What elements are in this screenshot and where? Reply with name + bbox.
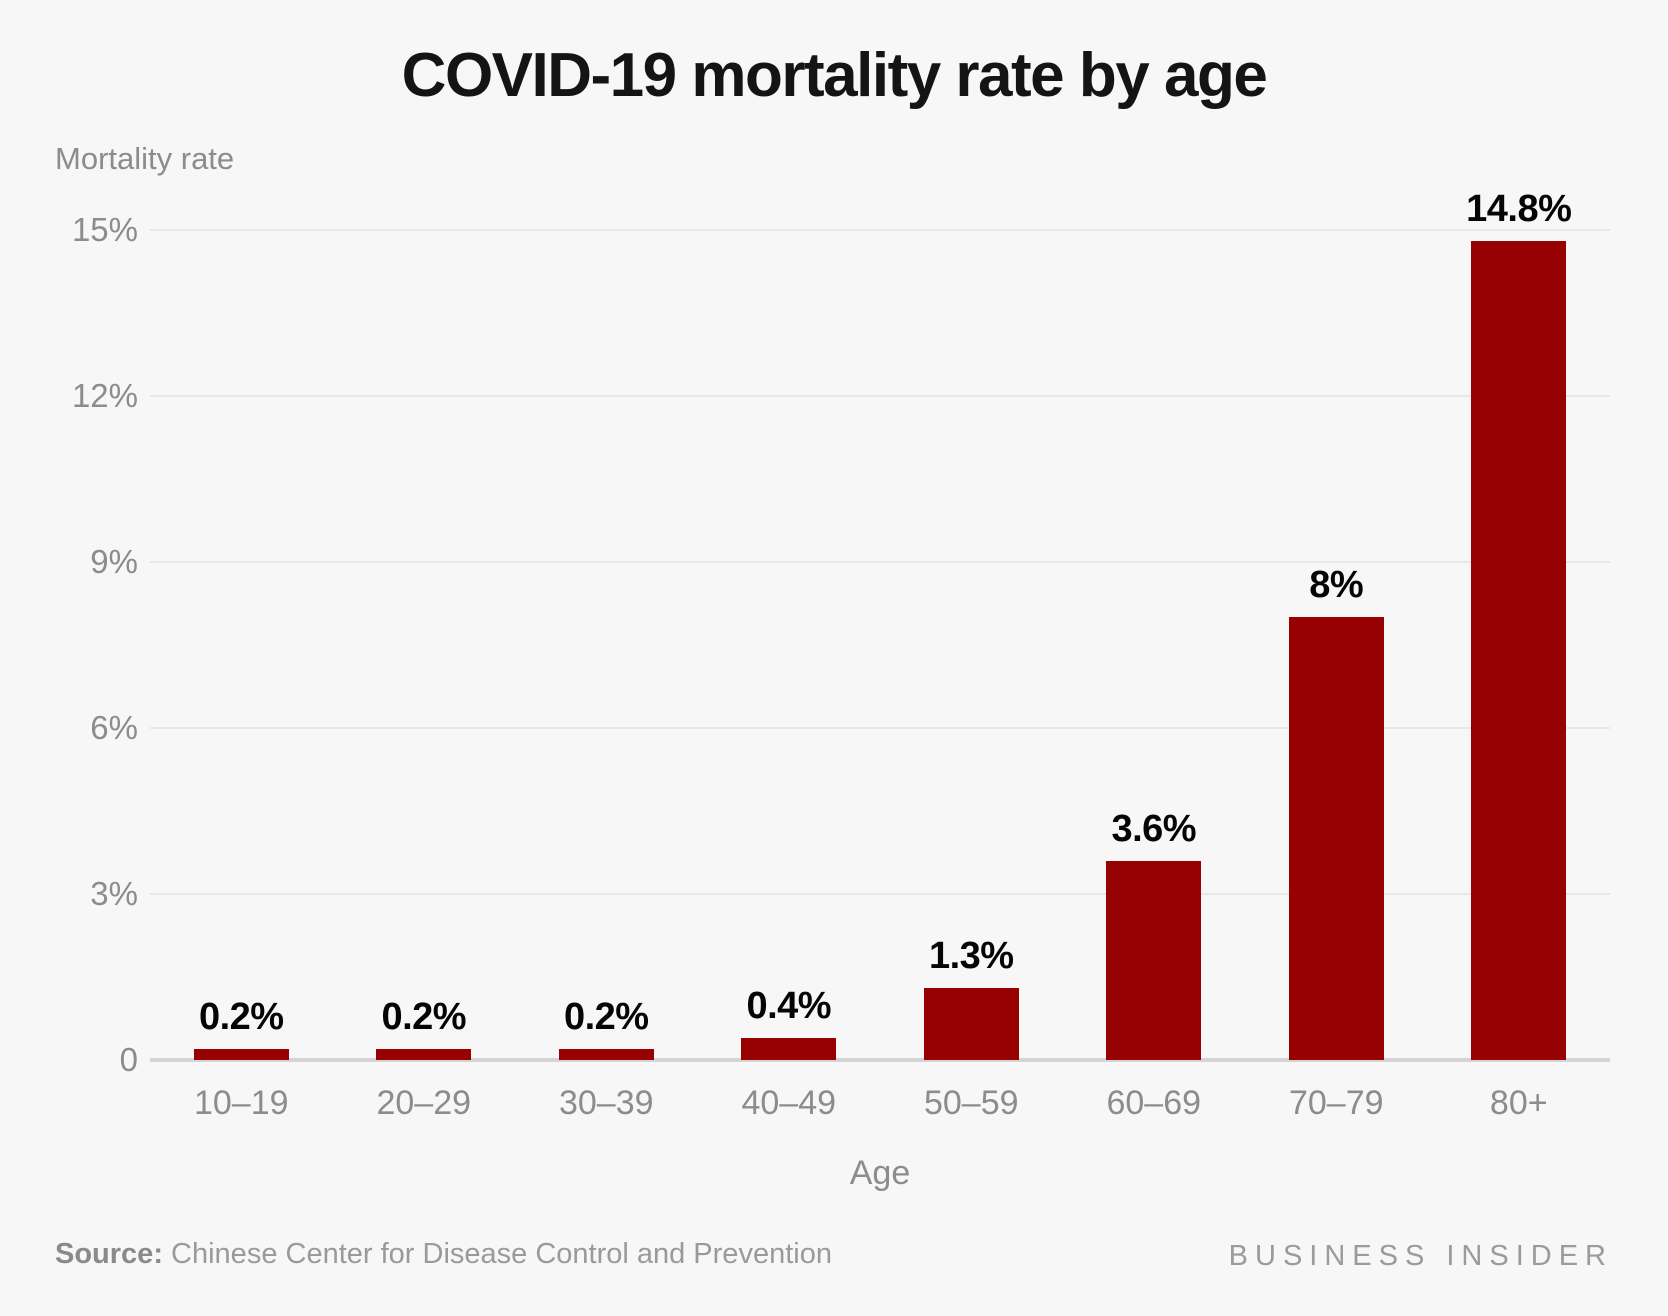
y-axis-tick-labels: 0 3% 6% 9% 12% 15% [30, 211, 138, 1078]
y-axis-title: Mortality rate [55, 141, 235, 176]
gridline [150, 727, 1610, 729]
x-axis-baseline [150, 1058, 1610, 1062]
bar-value-label: 0.2% [198, 995, 284, 1038]
gridline [150, 395, 1610, 397]
bar-value-label: 1.3% [928, 935, 1014, 978]
bar-10–19 [193, 1048, 289, 1060]
bar-20–29 [376, 1048, 472, 1060]
bar-value-label: 8% [1309, 564, 1364, 607]
bar-70–79 [1288, 617, 1384, 1060]
bar-60–69 [1106, 860, 1202, 1060]
bar-value-label: 0.2% [563, 995, 649, 1038]
y-tick-label: 9% [90, 543, 138, 580]
x-tick-label: 80+ [1489, 1084, 1548, 1122]
bar-value-label: 0.2% [381, 995, 467, 1038]
brand-logo: BUSINESS INSIDER [1228, 1240, 1613, 1272]
bar-value-label: 14.8% [1466, 188, 1572, 231]
bar-40–49 [741, 1037, 837, 1060]
bar-value-label: 0.4% [746, 984, 832, 1027]
x-tick-label: 20–29 [376, 1084, 472, 1122]
y-tick-label: 0 [119, 1041, 138, 1078]
x-tick-label: 40–49 [741, 1084, 837, 1122]
bar-value-label: 3.6% [1111, 807, 1197, 850]
x-tick-label: 70–79 [1288, 1084, 1384, 1122]
bar-80+ [1471, 241, 1567, 1060]
plot-area: 0.2% 0.2% 0.2% 0.4% 1.3% 3.6% 8% 14.8% [150, 188, 1610, 1062]
x-axis-title: Age [849, 1154, 911, 1192]
y-tick-label: 15% [71, 211, 138, 248]
gridline [150, 229, 1610, 231]
x-axis-tick-labels: 10–19 20–29 30–39 40–49 50–59 60–69 70–79 80+ [150, 1084, 1610, 1123]
y-tick-label: 3% [90, 875, 138, 912]
source-label: Source: [55, 1238, 163, 1270]
y-tick-label: 12% [71, 377, 138, 414]
x-tick-label: 50–59 [923, 1084, 1019, 1122]
x-tick-label: 60–69 [1106, 1084, 1202, 1122]
gridline [150, 561, 1610, 563]
chart-title: COVID-19 mortality rate by age [401, 41, 1268, 110]
x-tick-label: 10–19 [193, 1084, 289, 1122]
source-attribution: Source: Chinese Center for Disease Contr… [55, 1238, 832, 1271]
source-text: Chinese Center for Disease Control and P… [162, 1238, 832, 1270]
x-tick-label: 30–39 [558, 1084, 654, 1122]
bar-50–59 [923, 988, 1019, 1060]
bar-30–39 [558, 1048, 654, 1060]
y-tick-label: 6% [90, 709, 138, 746]
gridline [150, 893, 1610, 895]
